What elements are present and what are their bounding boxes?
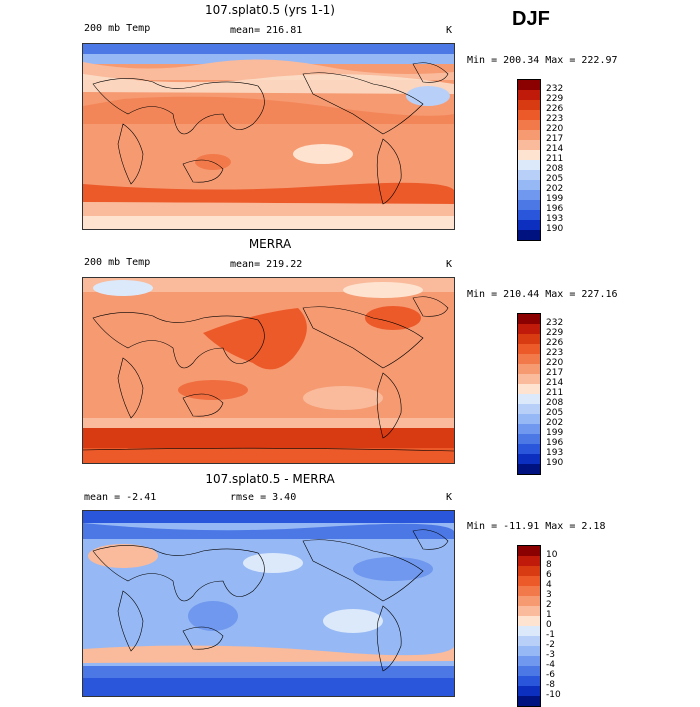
- colorbar-tick-label: 2: [546, 600, 552, 610]
- colorbar-tick-label: 196: [546, 204, 564, 214]
- colorbar-tick-label: 1: [546, 610, 552, 620]
- colorbar-tick-label: 223: [546, 348, 564, 358]
- colorbar-tick-label: 199: [546, 194, 564, 204]
- panel-3-minmax: Min = -11.91 Max = 2.18: [467, 521, 606, 532]
- colorbar-tick-label: -10: [546, 690, 561, 700]
- colorbar-tick-label: 0: [546, 620, 552, 630]
- colorbar-tick-label: 4: [546, 580, 552, 590]
- colorbar-tick-label: 220: [546, 124, 564, 134]
- colorbar-tick-label: 229: [546, 328, 564, 338]
- panel-3-rmse-label: rmse = 3.40: [230, 492, 297, 503]
- colorbar-tick-label: -4: [546, 660, 555, 670]
- panel-3-mean-label: mean = -2.41: [84, 492, 157, 503]
- panel-2-map: [82, 277, 455, 464]
- colorbar-tick-label: -6: [546, 670, 555, 680]
- season-label: DJF: [512, 8, 550, 30]
- panel-1-variable-label: 200 mb Temp: [84, 23, 151, 34]
- panel-1-colorbar: [517, 79, 541, 241]
- colorbar-tick-label: 229: [546, 94, 564, 104]
- panel-2-colorbar-labels: 232 229 226 223 220 217 214 211 208 205 …: [546, 318, 563, 468]
- panel-1-title: 107.splat0.5 (yrs 1-1): [205, 3, 335, 17]
- panel-1-colorbar-labels: 232 229 226 223 220 217 214 211 208 205 …: [546, 84, 563, 234]
- colorbar-tick-label: 214: [546, 144, 564, 154]
- panel-3-title: 107.splat0.5 - MERRA: [205, 472, 335, 486]
- colorbar-tick-label: 211: [546, 154, 564, 164]
- panel-1-minmax: Min = 200.34 Max = 222.97: [467, 55, 618, 66]
- colorbar-tick-label: 6: [546, 570, 552, 580]
- panel-3-colorbar: [517, 545, 541, 707]
- colorbar-tick-label: 202: [546, 418, 564, 428]
- panel-1-units: K: [446, 25, 453, 36]
- panel-2-minmax: Min = 210.44 Max = 227.16: [467, 289, 618, 300]
- panel-3-colorbar-labels: 10 8 6 4 3 2 1 0 -1 -2 -3 -4 -6 -8 -10: [546, 550, 561, 700]
- colorbar-tick-label: 3: [546, 590, 552, 600]
- colorbar-tick-label: 199: [546, 428, 564, 438]
- colorbar-tick-label: 226: [546, 104, 564, 114]
- colorbar-tick-label: 196: [546, 438, 564, 448]
- panel-2-title: MERRA: [248, 237, 292, 251]
- colorbar-tick-label: 223: [546, 114, 564, 124]
- colorbar-tick-label: 217: [546, 368, 564, 378]
- colorbar-tick-label: 211: [546, 388, 564, 398]
- panel-2-mean-label: mean= 219.22: [230, 259, 303, 270]
- colorbar-tick-label: -1: [546, 630, 555, 640]
- colorbar-tick-label: 190: [546, 224, 564, 234]
- colorbar-tick-label: 190: [546, 458, 564, 468]
- colorbar-tick-label: 205: [546, 174, 564, 184]
- colorbar-tick-label: 208: [546, 398, 564, 408]
- panel-1-mean-label: mean= 216.81: [230, 25, 303, 36]
- colorbar-tick-label: 10: [546, 550, 558, 560]
- colorbar-tick-label: 226: [546, 338, 564, 348]
- colorbar-tick-label: -2: [546, 640, 555, 650]
- colorbar-tick-label: 232: [546, 318, 564, 328]
- panel-2-units: K: [446, 259, 453, 270]
- colorbar-tick-label: 205: [546, 408, 564, 418]
- colorbar-tick-label: 232: [546, 84, 564, 94]
- colorbar-tick-label: 217: [546, 134, 564, 144]
- panel-3-map: [82, 510, 455, 697]
- panel-1-map: [82, 43, 455, 230]
- colorbar-tick-label: 208: [546, 164, 564, 174]
- colorbar-tick-label: 193: [546, 448, 564, 458]
- colorbar-tick-label: -3: [546, 650, 555, 660]
- panel-2-colorbar: [517, 313, 541, 475]
- colorbar-tick-label: 220: [546, 358, 564, 368]
- colorbar-tick-label: 193: [546, 214, 564, 224]
- panel-3-units: K: [446, 492, 453, 503]
- panel-2-variable-label: 200 mb Temp: [84, 257, 151, 268]
- colorbar-tick-label: -8: [546, 680, 555, 690]
- colorbar-tick-label: 8: [546, 560, 552, 570]
- colorbar-tick-label: 214: [546, 378, 564, 388]
- colorbar-tick-label: 202: [546, 184, 564, 194]
